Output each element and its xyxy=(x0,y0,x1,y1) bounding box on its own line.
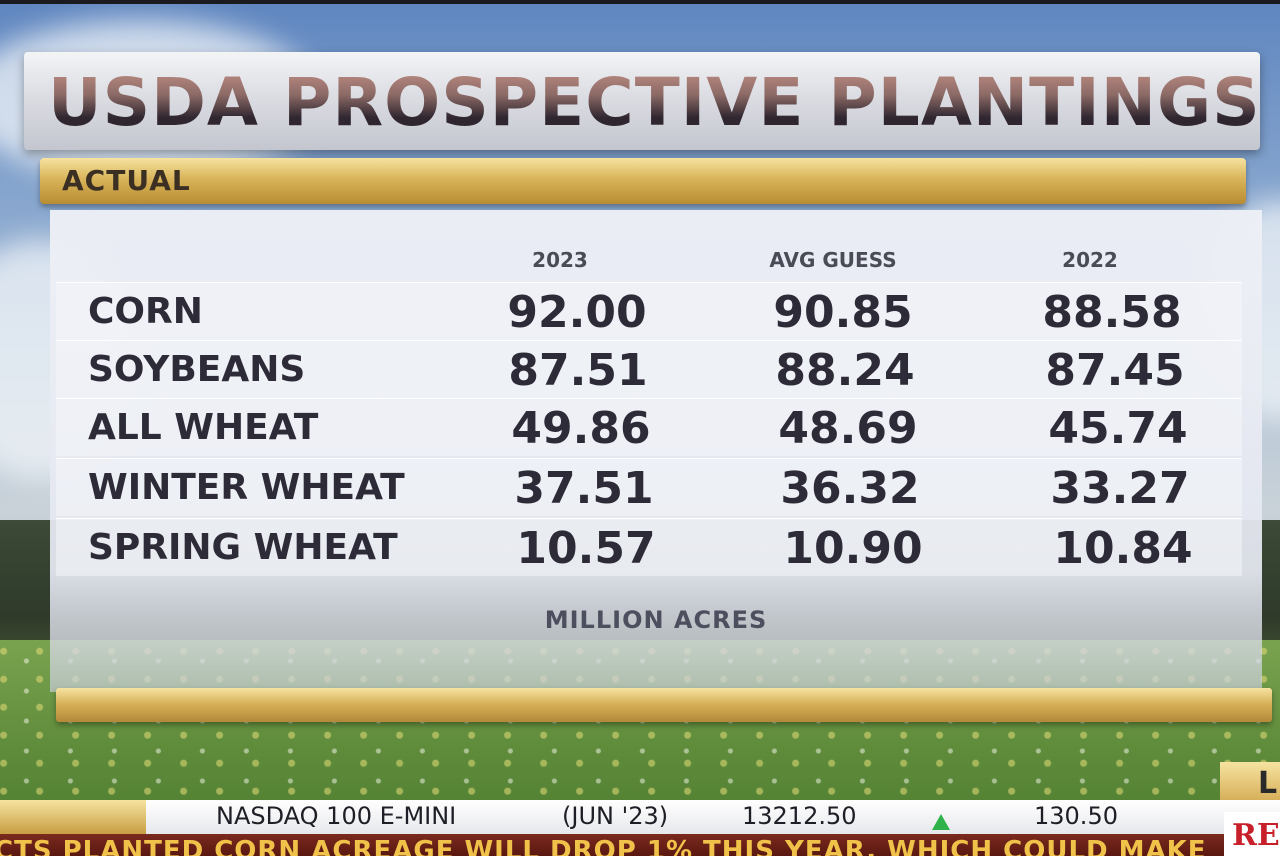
ticker-change: 130.50 xyxy=(1034,802,1118,830)
value-2022: 88.58 xyxy=(1042,287,1182,338)
row-label: WINTER WHEAT xyxy=(88,467,405,508)
row-label: SOYBEANS xyxy=(88,349,306,390)
ticker-symbol: NASDAQ 100 E-MINI xyxy=(216,802,457,830)
value-avg-guess: 90.85 xyxy=(773,287,913,338)
value-avg-guess: 48.69 xyxy=(778,403,918,454)
value-avg-guess: 88.24 xyxy=(775,345,915,396)
table-row: SOYBEANS 87.51 88.24 87.45 xyxy=(56,340,1242,398)
crawl-text: CTS PLANTED CORN ACREAGE WILL DROP 1% TH… xyxy=(0,836,1207,856)
value-avg-guess: 10.90 xyxy=(783,523,923,574)
table-row: CORN 92.00 90.85 88.58 xyxy=(56,282,1242,340)
up-arrow-icon xyxy=(932,814,950,830)
value-2023: 37.51 xyxy=(514,463,654,514)
side-tab-letter: L xyxy=(1258,766,1278,801)
value-2022: 33.27 xyxy=(1050,463,1190,514)
row-label: CORN xyxy=(88,291,203,332)
column-header-2023: 2023 xyxy=(532,248,588,272)
value-2022: 87.45 xyxy=(1045,345,1185,396)
network-logo: RE xyxy=(1224,812,1280,856)
data-panel: 2023 AVG GUESS 2022 CORN 92.00 90.85 88.… xyxy=(50,210,1262,692)
value-2022: 10.84 xyxy=(1053,523,1193,574)
table-row: SPRING WHEAT 10.57 10.90 10.84 xyxy=(56,518,1242,576)
bottom-gold-bar xyxy=(56,688,1272,722)
section-label: ACTUAL xyxy=(62,164,191,197)
screen-top-edge xyxy=(0,0,1280,4)
column-header-2022: 2022 xyxy=(1062,248,1118,272)
row-label: SPRING WHEAT xyxy=(88,527,398,568)
column-header-avg-guess: AVG GUESS xyxy=(769,248,897,272)
value-avg-guess: 36.32 xyxy=(780,463,920,514)
market-ticker: NASDAQ 100 E-MINI (JUN '23) 13212.50 130… xyxy=(0,800,1280,834)
title-bar: USDA PROSPECTIVE PLANTINGS xyxy=(24,52,1260,150)
ticker-price: 13212.50 xyxy=(742,802,857,830)
news-crawl: CTS PLANTED CORN ACREAGE WILL DROP 1% TH… xyxy=(0,834,1280,856)
graphic-title: USDA PROSPECTIVE PLANTINGS xyxy=(48,64,1261,141)
value-2023: 49.86 xyxy=(511,403,651,454)
ticker-gold-cap xyxy=(0,800,146,834)
units-label: MILLION ACRES xyxy=(544,606,768,634)
network-logo-text: RE xyxy=(1232,818,1280,853)
section-bar: ACTUAL xyxy=(40,158,1246,204)
table-row: WINTER WHEAT 37.51 36.32 33.27 xyxy=(56,458,1242,516)
value-2023: 10.57 xyxy=(516,523,656,574)
value-2023: 92.00 xyxy=(507,287,647,338)
ticker-contract: (JUN '23) xyxy=(562,802,669,830)
table-row: ALL WHEAT 49.86 48.69 45.74 xyxy=(56,398,1242,456)
value-2022: 45.74 xyxy=(1048,403,1188,454)
value-2023: 87.51 xyxy=(508,345,648,396)
row-label: ALL WHEAT xyxy=(88,407,319,448)
